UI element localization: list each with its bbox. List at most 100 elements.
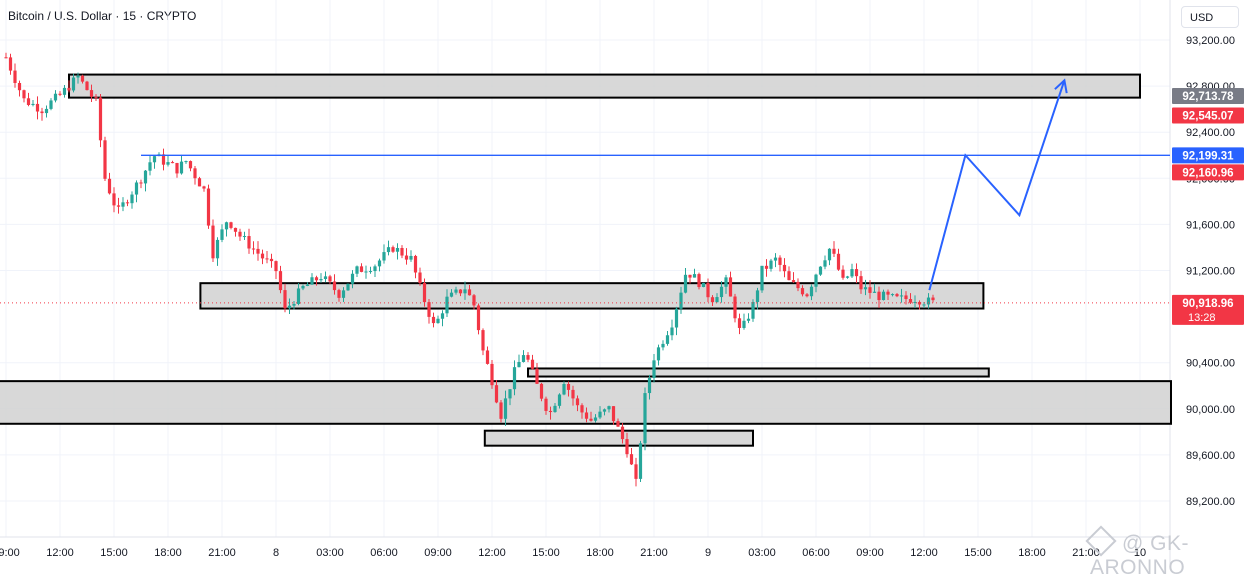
candle xyxy=(467,289,472,296)
candle xyxy=(931,297,935,301)
candle xyxy=(292,303,296,306)
candle xyxy=(260,253,265,259)
candles xyxy=(4,52,935,487)
candle xyxy=(17,82,22,91)
y-tick-label: 92,400.00 xyxy=(1186,127,1235,139)
candle xyxy=(553,405,557,413)
candle xyxy=(602,409,607,412)
candle xyxy=(359,266,364,272)
candle xyxy=(670,327,674,336)
candle xyxy=(404,255,409,260)
candle xyxy=(787,271,791,281)
candle xyxy=(305,284,310,286)
y-tick-label: 90,000.00 xyxy=(1186,404,1235,416)
candle xyxy=(53,93,58,101)
candle xyxy=(760,265,764,291)
candle xyxy=(472,295,476,306)
candle xyxy=(503,398,508,419)
candle xyxy=(859,276,863,290)
candle xyxy=(134,182,139,195)
candle xyxy=(814,274,818,287)
projection-arrowhead xyxy=(1054,78,1068,94)
candle xyxy=(701,283,706,288)
candle xyxy=(746,318,751,321)
candle xyxy=(301,285,305,289)
candlestick-chart[interactable]: 93,200.0092,800.0092,400.0092,000.0091,6… xyxy=(0,0,1255,567)
candle xyxy=(346,283,350,291)
candle xyxy=(206,188,211,226)
candle xyxy=(184,161,188,163)
candle xyxy=(638,443,643,479)
candle xyxy=(751,301,755,319)
candle xyxy=(80,75,85,82)
candle xyxy=(458,289,463,294)
candle xyxy=(805,294,809,297)
candle xyxy=(728,277,733,297)
candle xyxy=(598,411,602,418)
candle xyxy=(589,418,593,421)
candle xyxy=(827,248,832,261)
candle xyxy=(616,421,620,427)
x-tick-label: 18:00 xyxy=(586,547,614,559)
x-tick-label: 12:00 xyxy=(910,547,938,559)
candle xyxy=(922,304,926,306)
candle xyxy=(35,103,40,112)
candle xyxy=(211,225,215,259)
candle xyxy=(355,266,359,274)
candle xyxy=(89,90,94,97)
candle xyxy=(116,205,121,207)
candle xyxy=(26,98,31,105)
candle xyxy=(382,252,386,261)
candle xyxy=(251,248,256,250)
candle xyxy=(580,405,584,413)
candle xyxy=(823,260,827,267)
price-label-value: 92,545.07 xyxy=(1182,110,1233,122)
candle xyxy=(629,454,634,465)
candle xyxy=(377,260,382,267)
candle xyxy=(832,248,836,254)
candle xyxy=(247,236,251,249)
price-axis: 93,200.0092,800.0092,400.0092,000.0091,6… xyxy=(1186,35,1235,508)
candle xyxy=(908,299,913,303)
x-tick-label: 18:00 xyxy=(154,547,182,559)
chart-title: Bitcoin / U.S. Dollar · 15 · CRYPTO xyxy=(8,9,197,23)
candle xyxy=(512,367,517,390)
candle xyxy=(58,93,62,95)
candle xyxy=(913,301,917,303)
candle xyxy=(877,291,881,301)
candle xyxy=(454,289,458,293)
candle xyxy=(233,227,238,232)
support-box-upper xyxy=(527,367,990,378)
x-tick-label: 15:00 xyxy=(100,547,128,559)
candle xyxy=(634,464,638,479)
candle xyxy=(665,335,670,344)
x-tick-label: 09:00 xyxy=(424,547,452,559)
candle xyxy=(350,273,355,284)
candle xyxy=(364,271,368,273)
candle xyxy=(530,359,535,369)
candle xyxy=(706,283,710,298)
candle xyxy=(71,77,76,91)
candle xyxy=(904,295,908,300)
projection-path xyxy=(928,80,1066,291)
candle xyxy=(193,168,197,179)
candle xyxy=(341,290,346,298)
candle xyxy=(148,162,152,171)
currency-button[interactable]: USD xyxy=(1181,6,1239,28)
candle xyxy=(386,247,391,253)
candle xyxy=(899,295,904,297)
candle xyxy=(656,347,661,361)
candle xyxy=(166,162,170,165)
x-tick-label: 15:00 xyxy=(532,547,560,559)
candle xyxy=(67,87,71,91)
candle xyxy=(661,343,665,348)
candle xyxy=(575,398,580,406)
candle xyxy=(413,255,418,273)
candle xyxy=(625,439,629,455)
y-tick-label: 89,200.00 xyxy=(1186,496,1235,508)
candle xyxy=(368,271,373,273)
candle xyxy=(188,161,193,169)
candle xyxy=(40,111,44,114)
candle xyxy=(890,294,895,296)
candle xyxy=(778,257,782,265)
